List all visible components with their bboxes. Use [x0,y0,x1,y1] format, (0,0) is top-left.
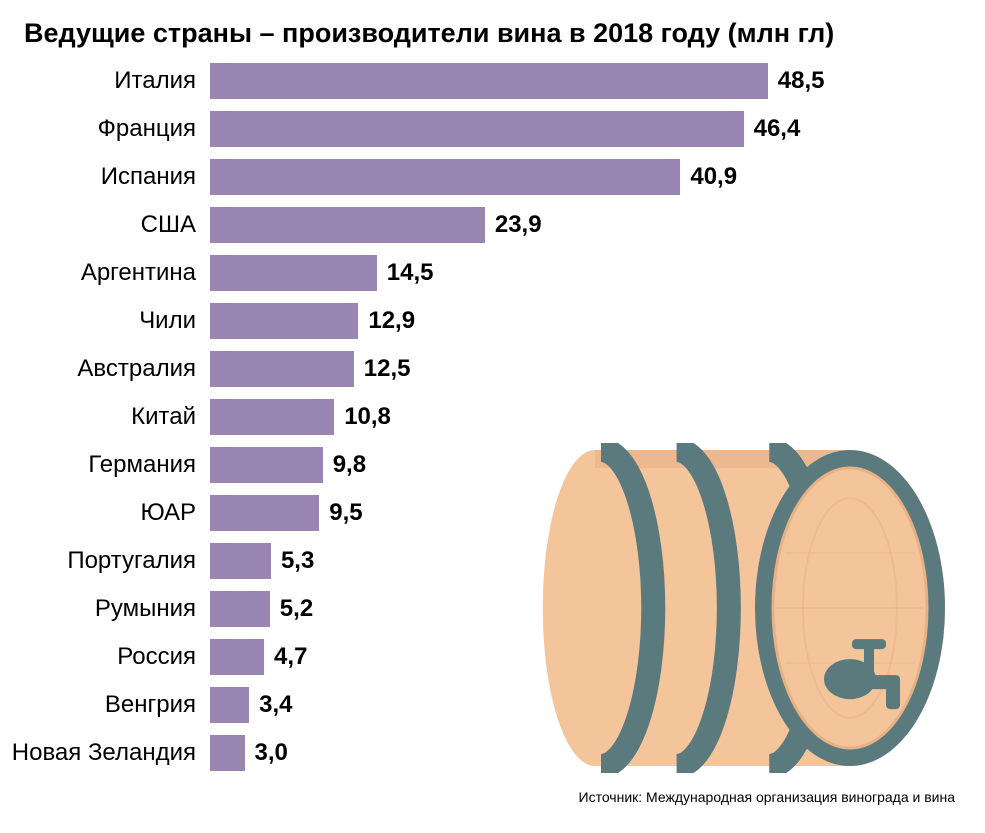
bar-wrap: 14,5 [210,255,985,291]
bar-value: 14,5 [387,259,434,287]
country-label: ЮАР [0,499,210,527]
chart-row: Италия 48,5 [0,63,985,99]
bar [210,687,249,723]
bar-value: 5,2 [280,595,313,623]
bar [210,303,358,339]
bar [210,543,271,579]
country-label: Новая Зеландия [0,739,210,767]
bar-value: 48,5 [778,67,825,95]
chart-row: Испания 40,9 [0,159,985,195]
bar-value: 9,8 [333,451,366,479]
bar-value: 10,8 [344,403,391,431]
bar-wrap: 46,4 [210,111,985,147]
bar-wrap: 12,9 [210,303,985,339]
bar-value: 40,9 [690,163,737,191]
bar-wrap: 10,8 [210,399,985,435]
chart-row: США 23,9 [0,207,985,243]
chart-row: Франция 46,4 [0,111,985,147]
bar-value: 23,9 [495,211,542,239]
bar-value: 3,4 [259,691,292,719]
bar [210,639,264,675]
barrel-illustration [535,443,955,773]
bar-value: 5,3 [281,547,314,575]
country-label: Венгрия [0,691,210,719]
bar-wrap: 23,9 [210,207,985,243]
country-label: Испания [0,163,210,191]
bar [210,159,680,195]
country-label: Китай [0,403,210,431]
bar-value: 3,0 [255,739,288,767]
bar-value: 46,4 [754,115,801,143]
chart-row: Китай 10,8 [0,399,985,435]
bar [210,255,377,291]
barrel-icon [535,443,955,773]
chart-title: Ведущие страны – производители вина в 20… [0,0,985,63]
bar [210,351,354,387]
bar [210,495,319,531]
bar [210,111,744,147]
bar-value: 9,5 [329,499,362,527]
country-label: Австралия [0,355,210,383]
country-label: Франция [0,115,210,143]
country-label: Италия [0,67,210,95]
bar-wrap: 40,9 [210,159,985,195]
country-label: Россия [0,643,210,671]
country-label: США [0,211,210,239]
bar [210,63,768,99]
bar-value: 12,5 [364,355,411,383]
bar-wrap: 12,5 [210,351,985,387]
country-label: Румыния [0,595,210,623]
bar-value: 4,7 [274,643,307,671]
bar [210,399,334,435]
chart-row: Аргентина 14,5 [0,255,985,291]
bar [210,735,245,771]
source-text: Источник: Международная организация вино… [579,789,955,805]
bar-value: 12,9 [368,307,415,335]
country-label: Германия [0,451,210,479]
country-label: Чили [0,307,210,335]
bar [210,207,485,243]
bar [210,447,323,483]
bar [210,591,270,627]
country-label: Португалия [0,547,210,575]
chart-row: Чили 12,9 [0,303,985,339]
country-label: Аргентина [0,259,210,287]
chart-row: Австралия 12,5 [0,351,985,387]
bar-wrap: 48,5 [210,63,985,99]
